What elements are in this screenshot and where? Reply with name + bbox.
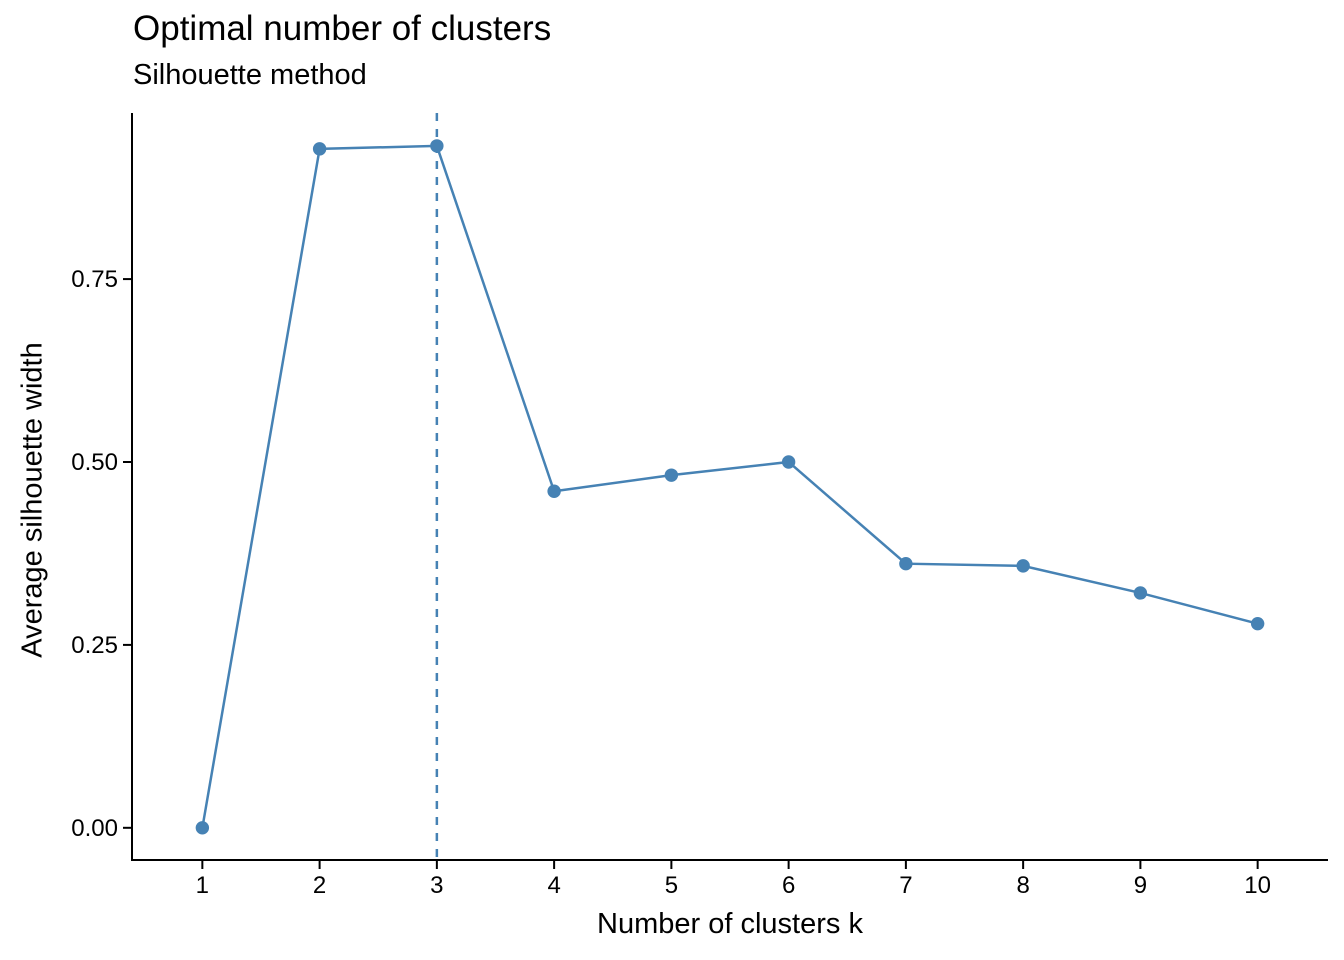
x-tick-label: 5 [665,872,678,899]
chart-title: Optimal number of clusters [133,9,552,48]
y-tick-label: 0.50 [71,449,118,476]
data-point-k7 [899,556,913,571]
x-tick-label: 7 [899,872,912,899]
data-point-k9 [1133,586,1148,600]
x-tick-label: 1 [196,872,209,899]
x-tick-label: 8 [1016,872,1029,899]
chart-subtitle: Silhouette method [133,59,367,91]
x-tick-label: 2 [313,872,326,899]
data-point-k5 [664,468,679,482]
data-point-k10 [1250,616,1265,631]
y-axis-title: Average silhouette width [16,342,49,658]
data-point-k4 [547,484,561,498]
x-tick-label: 10 [1244,872,1271,899]
y-tick-label: 0.00 [71,815,118,842]
x-axis-title: Number of clusters k [597,908,863,940]
silhouette-line [201,144,1258,829]
data-point-k3 [430,139,444,153]
data-point-k6 [781,455,796,469]
x-tick-label: 9 [1134,872,1147,899]
data-point-k2 [312,142,327,156]
x-tick-label: 4 [547,872,560,899]
data-point-k1 [195,821,210,835]
x-tick-label: 6 [782,872,795,899]
x-tick-label: 3 [430,872,443,899]
data-point-k8 [1016,559,1030,573]
y-tick-label: 0.25 [71,632,118,659]
y-tick-label: 0.75 [71,266,118,293]
